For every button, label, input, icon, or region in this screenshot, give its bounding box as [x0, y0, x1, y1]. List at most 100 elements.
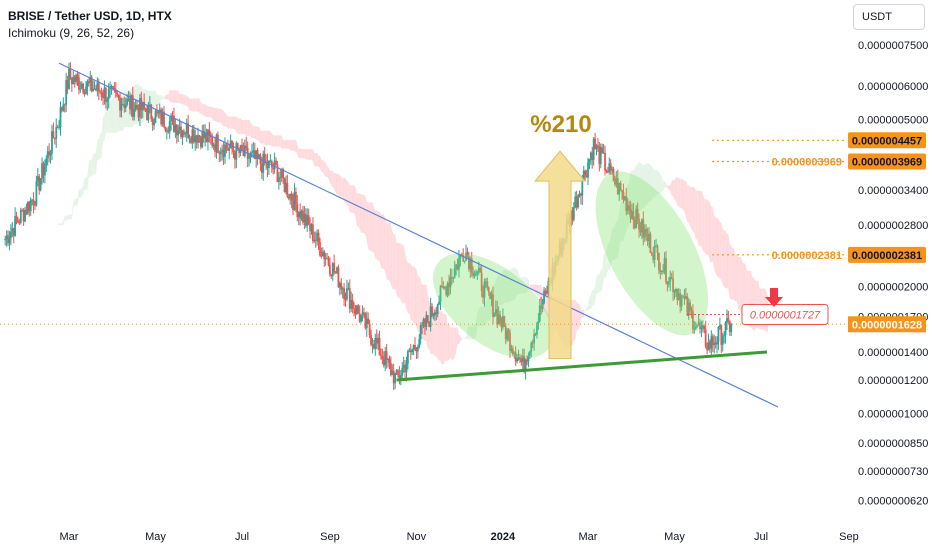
descending-trendline[interactable]	[58, 62, 779, 408]
ichimoku-cloud-segment	[308, 149, 311, 161]
ichimoku-cloud-segment	[646, 163, 648, 206]
ichimoku-cloud-segment	[473, 324, 475, 340]
candle-body	[455, 264, 458, 269]
ichimoku-cloud-segment	[224, 113, 227, 127]
ichimoku-cloud-segment	[647, 163, 649, 205]
candle-body	[276, 164, 279, 183]
candle-body	[519, 356, 521, 360]
candle-body	[388, 358, 391, 364]
ichimoku-cloud-segment	[702, 193, 705, 252]
candle-body	[601, 147, 604, 154]
price-level-tag-label: 0.0000002381	[852, 250, 922, 262]
ichimoku-cloud-segment	[388, 223, 390, 281]
candle-body	[31, 199, 34, 201]
ichimoku-cloud-segment	[665, 182, 668, 188]
ichimoku-cloud-segment	[389, 223, 391, 285]
candle-body	[181, 130, 184, 137]
candle-body	[78, 77, 80, 90]
candle-body	[242, 150, 245, 156]
target-box[interactable]	[741, 303, 829, 325]
candle-body	[126, 98, 129, 105]
candle-body	[503, 316, 506, 327]
candle-body	[615, 178, 618, 185]
candle-body	[340, 283, 343, 290]
candle-body	[523, 355, 526, 371]
ichimoku-cloud-segment	[195, 98, 197, 112]
candle-body	[706, 346, 709, 351]
ichimoku-cloud-segment	[466, 329, 468, 340]
price-level-tag[interactable]	[848, 246, 926, 263]
support-trendline[interactable]	[396, 350, 768, 382]
candle-body	[224, 144, 226, 157]
candle-body	[215, 134, 218, 152]
level-annotation-label: 0.0000003969	[772, 156, 842, 168]
ichimoku-cloud-segment	[172, 90, 174, 103]
ichimoku-cloud-segment	[463, 338, 465, 339]
price-level-tag[interactable]	[848, 132, 926, 149]
ichimoku-cloud-segment	[260, 130, 262, 144]
ichimoku-cloud-segment	[497, 275, 499, 306]
candle-body	[350, 299, 353, 309]
candle-body	[197, 135, 199, 143]
candle-body	[368, 323, 371, 335]
candle-body	[109, 87, 112, 90]
candle-body	[266, 161, 269, 169]
ichimoku-cloud-segment	[658, 171, 661, 195]
ichimoku-cloud-segment	[259, 126, 261, 144]
price-level-tag[interactable]	[848, 153, 926, 170]
currency-selector-button[interactable]: USDT	[853, 4, 925, 30]
candle-body	[258, 154, 260, 159]
candle-body	[660, 270, 663, 273]
candle-body	[372, 344, 375, 349]
candle-body	[645, 229, 648, 234]
candle-body	[141, 101, 144, 111]
y-axis-tick-label: 0.0000006000	[858, 81, 928, 93]
ichimoku-cloud-segment	[288, 139, 291, 151]
candle-body	[191, 129, 194, 143]
ichimoku-cloud-segment	[244, 120, 247, 137]
symbol-legend[interactable]: BRISE / Tether USD, 1D, HTX	[8, 9, 172, 23]
ichimoku-cloud-segment	[712, 206, 715, 270]
ichimoku-cloud-segment	[67, 214, 69, 220]
ichimoku-cloud-segment	[227, 116, 230, 129]
ichimoku-cloud-segment	[402, 244, 404, 304]
ichimoku-cloud-segment	[681, 179, 684, 210]
candle-body	[594, 138, 596, 149]
candle-body	[351, 299, 354, 309]
ichimoku-cloud-segment	[607, 242, 610, 271]
current-price-tag[interactable]	[848, 316, 926, 333]
candle-body	[591, 152, 594, 161]
ichimoku-cloud-segment	[267, 130, 269, 146]
ichimoku-cloud-segment	[199, 98, 201, 114]
candle-body	[429, 306, 432, 327]
ichimoku-cloud-segment	[690, 186, 692, 230]
candle-body	[275, 160, 277, 165]
candle-body	[720, 325, 723, 345]
candle-body	[337, 267, 340, 288]
ichimoku-cloud-segment	[637, 162, 640, 213]
candle-body	[510, 348, 513, 351]
candle-body	[672, 278, 674, 293]
ichimoku-cloud-segment	[188, 96, 190, 111]
candle-body	[221, 149, 224, 152]
ichimoku-cloud-segment	[698, 190, 701, 246]
candle-body	[300, 210, 303, 219]
candle-body	[714, 342, 717, 345]
indicator-legend[interactable]: Ichimoku (9, 26, 52, 26)	[8, 26, 135, 40]
candle-body	[73, 76, 76, 82]
price-level-tag-label: 0.0000004457	[852, 135, 922, 147]
candle-body	[19, 209, 22, 223]
candle-body	[592, 138, 595, 161]
candle-body	[374, 337, 377, 349]
ichimoku-cloud-segment	[579, 303, 581, 327]
candle-body	[693, 328, 696, 330]
ichimoku-cloud-segment	[277, 135, 279, 147]
ichimoku-cloud-segment	[290, 139, 292, 151]
candle-body	[180, 126, 182, 137]
candle-body	[385, 351, 388, 361]
candle-body	[636, 208, 639, 219]
ichimoku-cloud-segment	[736, 254, 739, 310]
candle-body	[302, 210, 304, 223]
